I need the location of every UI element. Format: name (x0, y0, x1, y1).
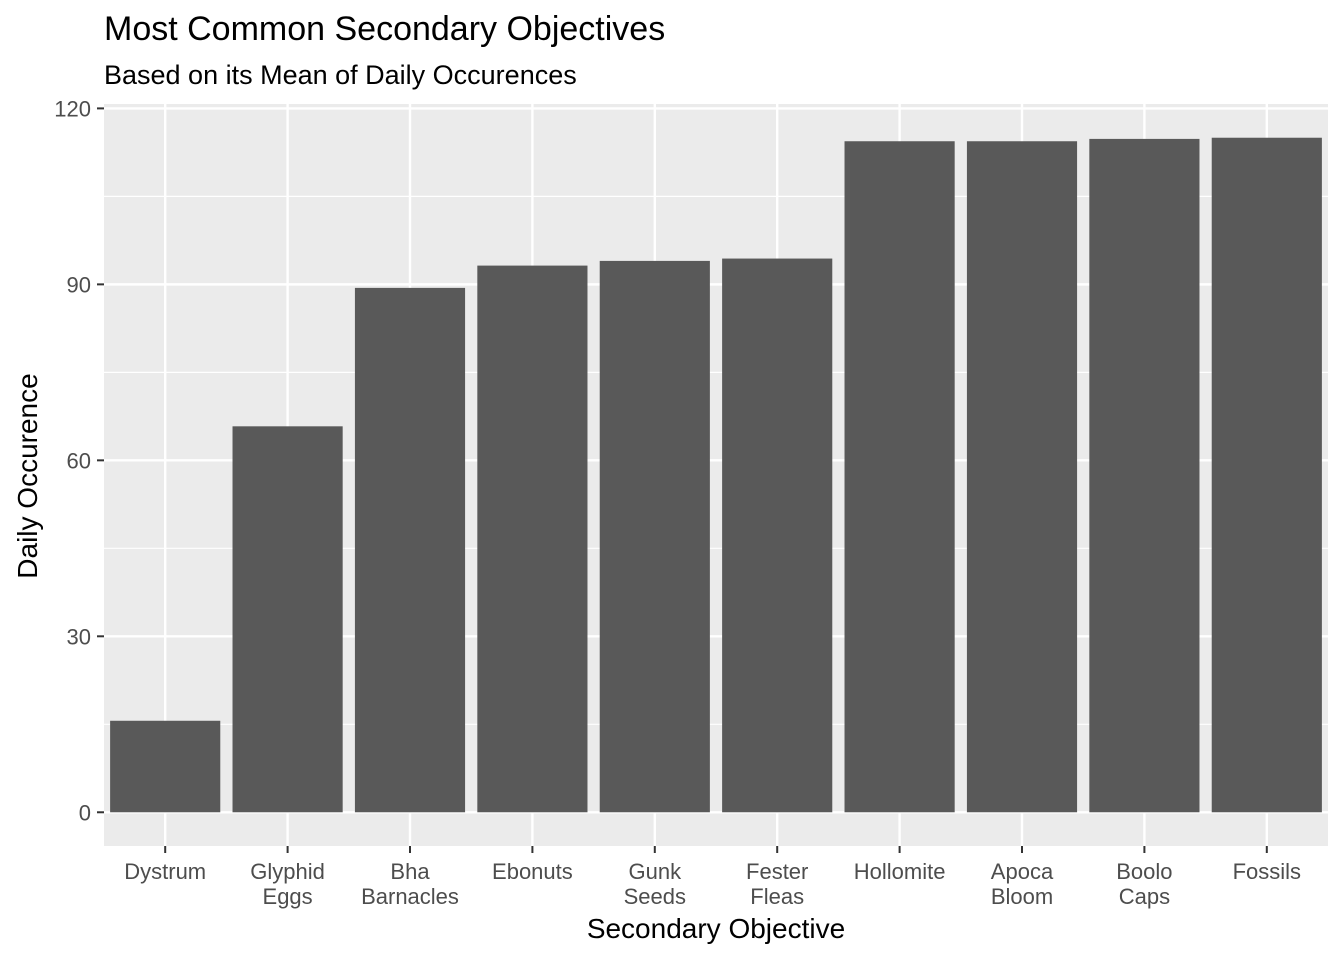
x-tick-label: Gunk Seeds (624, 859, 686, 909)
bar (232, 426, 343, 813)
bar (354, 287, 466, 813)
x-tick-label: Hollomite (854, 859, 946, 884)
x-tick-label: Fester Fleas (746, 859, 808, 909)
y-tick-label: 120 (54, 96, 91, 121)
chart-subtitle: Based on its Mean of Daily Occurences (104, 60, 577, 90)
bar (477, 265, 588, 813)
x-tick-label: Boolo Caps (1116, 859, 1172, 909)
x-tick-label: Ebonuts (492, 859, 573, 884)
y-tick-label: 0 (79, 800, 91, 825)
y-tick-label: 60 (67, 448, 91, 473)
x-tick-label: Apoca Bloom (991, 859, 1054, 909)
bar (722, 258, 833, 813)
y-axis-title: Daily Occurence (12, 373, 43, 578)
bar (966, 141, 1078, 813)
x-tick-label: Bha Barnacles (361, 859, 459, 909)
y-tick-label: 30 (67, 624, 91, 649)
y-tick-label: 90 (67, 272, 91, 297)
bar (1089, 138, 1200, 813)
x-axis: Dystrum Glyphid Eggs Bha Barnacles Ebonuts Gun… (124, 846, 1301, 909)
chart-title: Most Common Secondary Objectives (104, 10, 665, 48)
x-tick-label: Dystrum (124, 859, 206, 884)
bars (110, 137, 1322, 813)
x-tick-label: Glyphid Eggs (250, 859, 325, 909)
bar (844, 141, 955, 813)
x-tick-label: Fossils (1233, 859, 1301, 884)
bar (110, 720, 221, 813)
bar (1211, 137, 1322, 813)
y-axis: 0 30 60 90 120 (54, 96, 104, 825)
x-axis-title: Secondary Objective (587, 913, 845, 944)
bar (599, 260, 710, 813)
